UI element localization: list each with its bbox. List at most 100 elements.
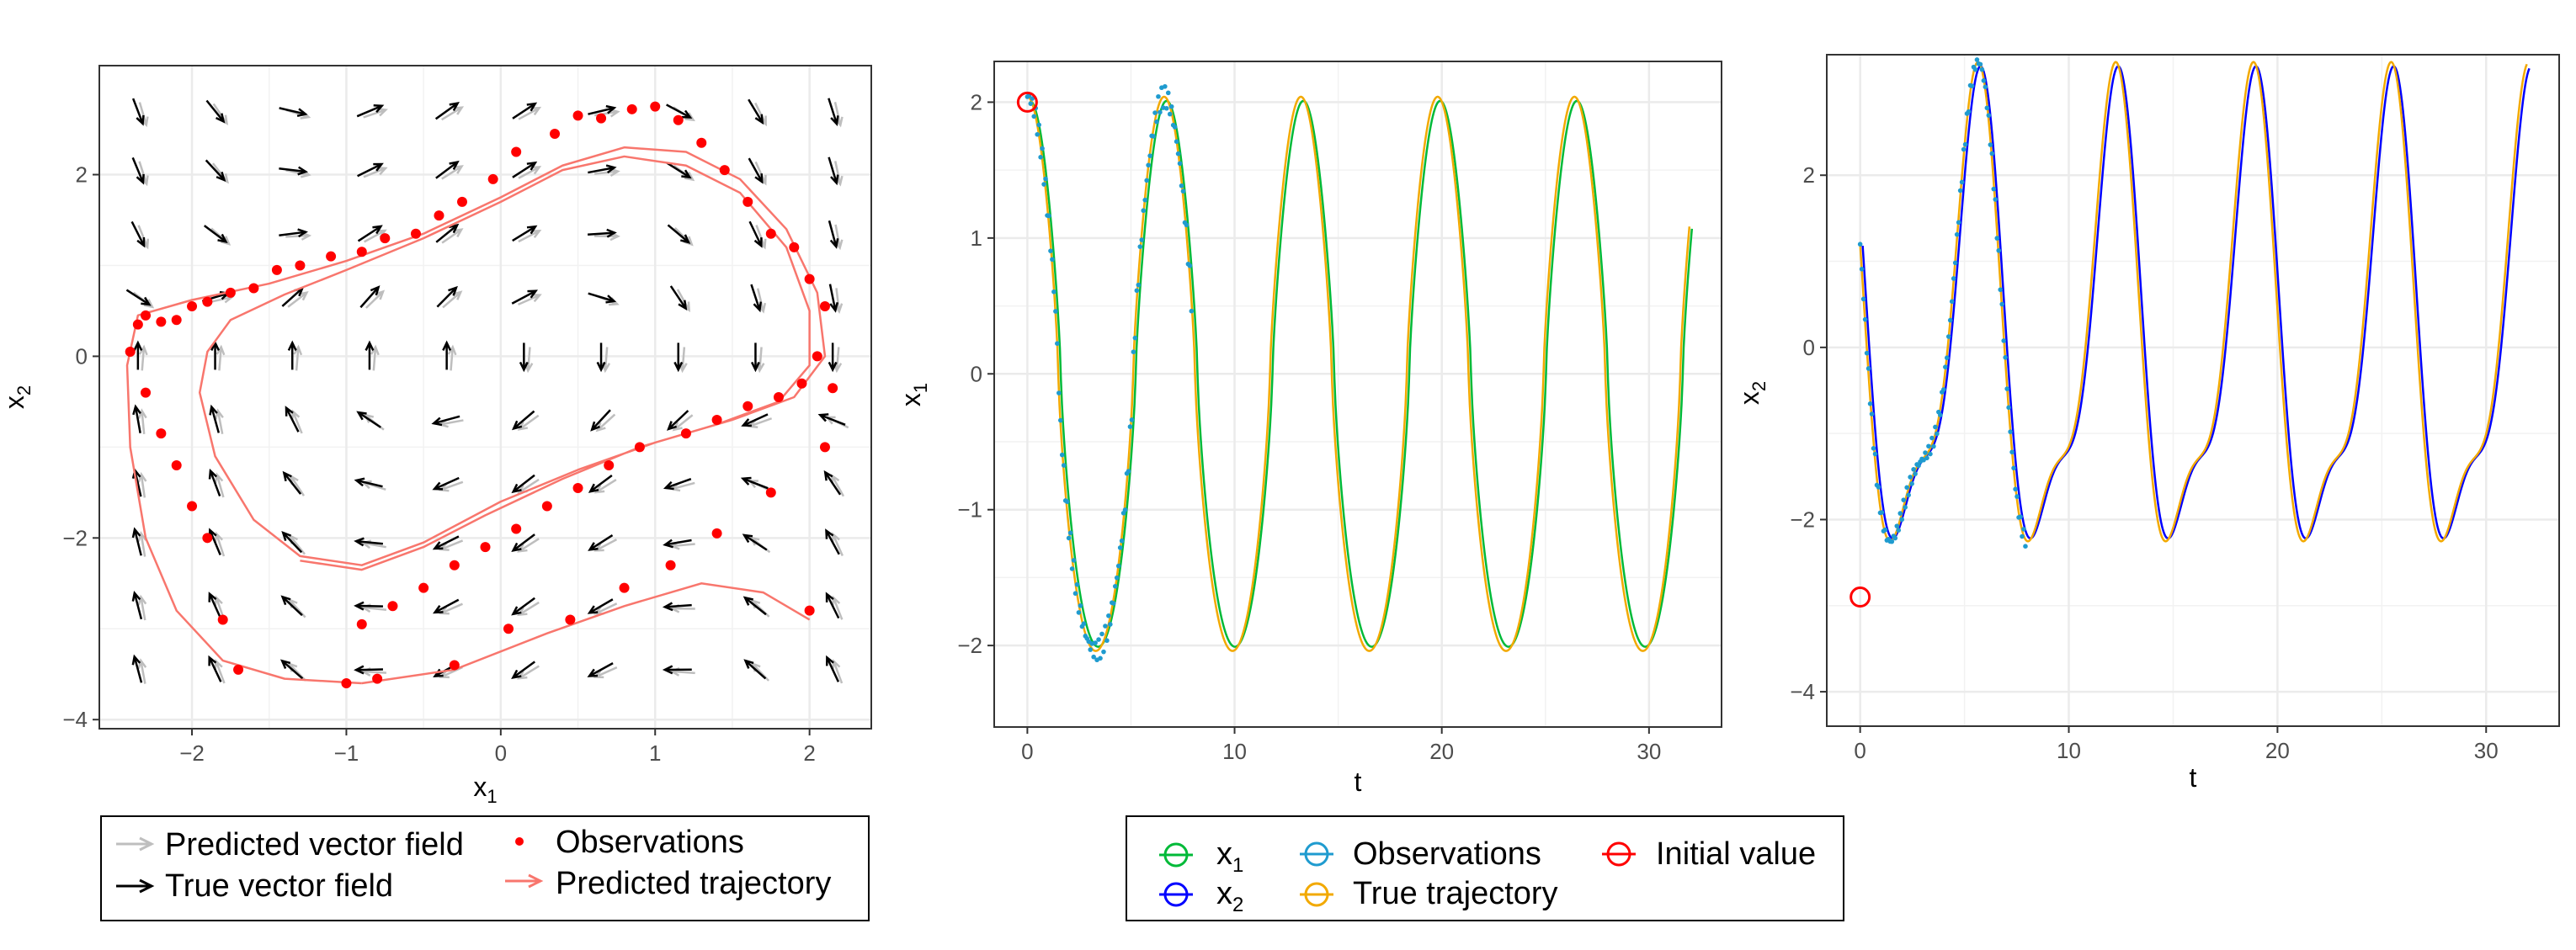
observation-point — [171, 315, 182, 326]
y-tick-label: 0 — [1803, 335, 1815, 360]
observation-point — [1879, 510, 1885, 515]
observation-point — [2008, 429, 2013, 434]
true-vector-arrow — [511, 289, 539, 305]
observation-point — [2006, 405, 2011, 411]
true-vector-arrow — [750, 342, 760, 373]
observation-point — [1952, 260, 1958, 266]
observation-point — [1865, 366, 1871, 371]
predicted-vector-arrow — [287, 291, 309, 308]
observation-point — [1949, 299, 1955, 305]
observation-point — [1048, 248, 1053, 253]
observation-point — [1896, 528, 1902, 533]
predicted-vector-arrow — [518, 106, 542, 120]
y-axis-label: x1 — [896, 383, 931, 406]
observation-point — [1046, 213, 1051, 219]
observation-point — [1989, 151, 1995, 157]
observation-point — [1869, 411, 1875, 417]
true-vector-arrow — [204, 225, 228, 244]
observation-point — [125, 347, 136, 358]
observation-point — [1984, 105, 1990, 111]
true-vector-arrow — [828, 98, 839, 126]
observation-point — [1122, 507, 1128, 512]
observation-point — [1031, 114, 1037, 119]
y-axis-label: x2 — [0, 385, 35, 409]
observation-point — [487, 173, 498, 184]
true-vector-arrow — [433, 598, 460, 614]
observation-point — [1059, 452, 1065, 458]
observation-point — [1146, 162, 1151, 168]
observation-point — [1056, 390, 1062, 395]
true-vector-arrow — [663, 539, 692, 549]
observation-point — [1158, 109, 1163, 115]
y-tick-label: 2 — [76, 162, 88, 188]
observation-point — [1091, 654, 1096, 660]
predicted-vector-arrow — [447, 344, 457, 371]
observation-point — [828, 383, 838, 394]
observation-point — [2009, 449, 2014, 455]
observation-point — [248, 283, 259, 294]
true-vector-arrow — [282, 470, 302, 495]
observation-point — [1931, 443, 1936, 449]
true-vector-arrow — [667, 410, 689, 431]
observation-point — [665, 560, 676, 571]
legend-label-x2: x2 — [1216, 876, 1243, 916]
observation-point — [1144, 178, 1149, 183]
legend-key-x2 — [1159, 882, 1193, 907]
observation-point — [1030, 96, 1035, 101]
observation-point — [1175, 151, 1181, 157]
observation-point — [1994, 236, 2000, 241]
observation-point — [572, 110, 583, 121]
observation-point — [1074, 581, 1080, 587]
true-vector-arrow — [588, 474, 613, 493]
true-vector-arrow — [825, 528, 840, 555]
observation-point — [1894, 523, 1900, 528]
y-tick-label: 1 — [971, 226, 982, 251]
true-vector-arrow — [666, 162, 692, 179]
observation-point — [1137, 244, 1143, 249]
true-vector-arrow — [365, 340, 375, 370]
observation-point — [1108, 622, 1113, 627]
true-vector-arrow — [287, 340, 297, 370]
observation-point — [1999, 301, 2005, 307]
observation-point — [1064, 499, 1070, 504]
observation-point — [187, 301, 198, 312]
observation-point — [1889, 539, 1895, 544]
x-tick-label: 20 — [1429, 739, 1454, 764]
observation-point — [1962, 141, 1968, 147]
observation-point — [1131, 349, 1136, 354]
legend-key-initial-value — [1602, 841, 1636, 867]
observation-point — [1903, 505, 1908, 510]
observation-point — [1098, 655, 1103, 661]
observation-point — [2013, 486, 2018, 492]
observation-point — [1959, 179, 1965, 185]
predicted-vector-arrow — [441, 228, 464, 244]
observation-point — [1099, 631, 1104, 637]
observation-point — [1126, 469, 1131, 474]
observation-point — [141, 310, 152, 321]
true-vector-arrow — [432, 535, 460, 550]
observation-point — [1998, 287, 2004, 293]
true-vector-arrow — [519, 342, 529, 373]
observation-point — [480, 542, 491, 553]
true-vector-arrow — [511, 597, 535, 616]
true-vector-arrow — [587, 598, 614, 614]
true-vector-arrow — [512, 161, 538, 178]
observation-point — [572, 482, 583, 493]
observation-point — [711, 528, 722, 539]
panel-border — [1826, 54, 2560, 727]
x-tick-label: 10 — [1222, 739, 1247, 764]
predicted-vector-arrow — [214, 531, 226, 557]
x-axis-label: x1 — [473, 772, 497, 807]
true-vector-arrow — [588, 104, 617, 115]
true-vector-arrow — [435, 160, 460, 179]
true-vector-arrow — [205, 99, 226, 124]
observation-point — [1913, 471, 1918, 476]
y-tick-label: −2 — [1790, 507, 1815, 532]
true-vector-arrow — [435, 223, 460, 243]
observation-point — [1104, 638, 1110, 644]
legend-right-box — [1126, 815, 1844, 921]
true-vector-arrow — [436, 285, 458, 308]
true-vector-arrow — [125, 289, 152, 306]
observation-point — [1043, 176, 1048, 182]
true-vector-arrow — [817, 413, 846, 427]
